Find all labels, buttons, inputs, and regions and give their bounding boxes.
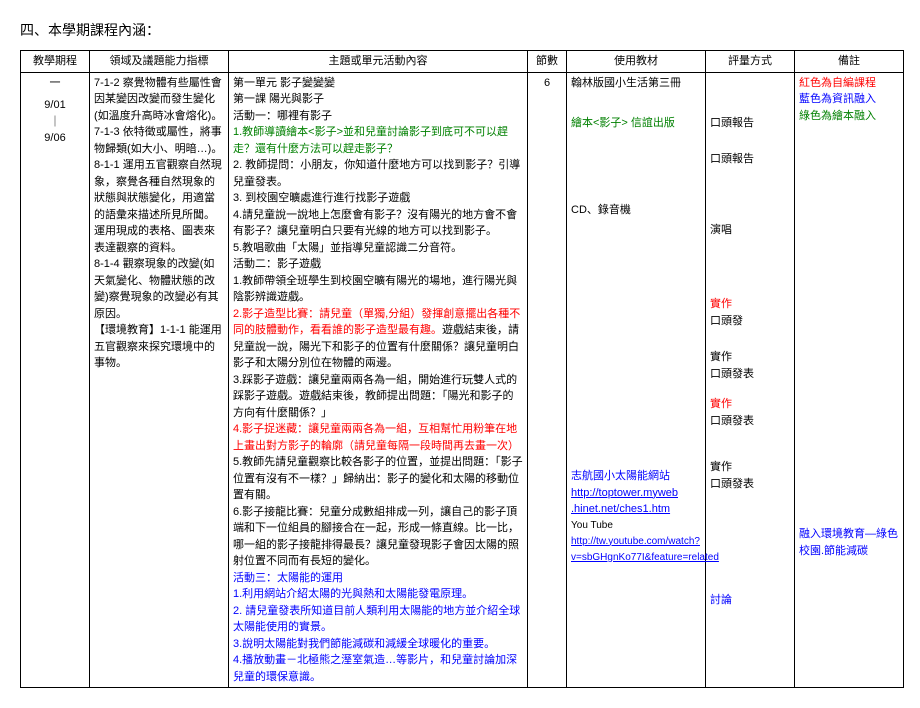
note-3: 綠色為繪本融入 — [799, 108, 899, 125]
th-sessions: 節數 — [528, 51, 567, 73]
eval-6: 實作 — [710, 349, 790, 366]
act-p7: 4.請兒童說一說地上怎麼會有影子？沒有陽光的地方會不會有影子？讓兒童明白只要有光… — [233, 207, 523, 240]
act-p3: 活動一：哪裡有影子 — [233, 108, 523, 125]
table-row: 一 9/01 ｜ 9/06 7-1-2 察覺物體有些屬性會因某變因改變而發生變化… — [21, 72, 904, 688]
eval-7: 口頭發表 — [710, 366, 790, 383]
mat-1: 翰林版國小生活第三冊 — [571, 75, 701, 92]
mat-6: You Tube — [571, 518, 701, 533]
act-p4: 1.教師導讀繪本<影子>並和兒童討論影子到底可不可以趕走？還有什麼方法可以趕走影… — [233, 124, 523, 157]
th-activity: 主題或單元活動內容 — [229, 51, 528, 73]
period-l4: 9/06 — [25, 130, 85, 147]
th-indicator: 領域及議題能力指標 — [90, 51, 229, 73]
cell-notes: 紅色為自編課程 藍色為資訊融入 綠色為繪本融入 融入環境教育—綠色校園.節能減碳 — [795, 72, 904, 688]
mat-3: CD、錄音機 — [571, 202, 701, 219]
eval-5: 口頭發 — [710, 313, 790, 330]
mat-4: 志航國小太陽能網站 — [571, 468, 701, 485]
act-p16: 活動三：太陽能的運用 — [233, 570, 523, 587]
eval-4: 實作 — [710, 296, 790, 313]
cell-sessions: 6 — [528, 72, 567, 688]
mat-2: 繪本<影子> 信誼出版 — [571, 115, 701, 132]
note-2: 藍色為資訊融入 — [799, 91, 899, 108]
eval-8: 實作 — [710, 396, 790, 413]
th-period: 教學期程 — [21, 51, 90, 73]
eval-9: 口頭發表 — [710, 413, 790, 430]
mat-link-2[interactable]: http://tw.youtube.com/watch?v=sbGHgnKo77… — [571, 536, 719, 564]
act-p5: 2. 教師提問：小朋友，你知道什麼地方可以找到影子？引導兒童發表。 — [233, 157, 523, 190]
act-p13: 4.影子捉迷藏：讓兒童兩兩各為一組，互相幫忙用粉筆在地上畫出對方影子的輪廓（請兒… — [233, 421, 523, 454]
act-p19: 3.說明太陽能對我們節能減碳和減緩全球暖化的重要。 — [233, 636, 523, 653]
indicator-5: 【環境教育】1-1-1 能運用五官觀察來探究環境中的事物。 — [94, 322, 224, 372]
mat-link-1a[interactable]: http://toptower.myweb — [571, 487, 678, 499]
cell-materials: 翰林版國小生活第三冊 繪本<影子> 信誼出版 CD、錄音機 志航國小太陽能網站 … — [567, 72, 706, 688]
act-p11-red: 2.影子造型比賽：請兒童（單獨,分組）發揮創意擺出各種不同的肢體動作，看看誰的影… — [233, 308, 520, 337]
act-p1: 第一單元 影子變變變 — [233, 75, 523, 92]
eval-2: 口頭報告 — [710, 151, 790, 168]
header-row: 教學期程 領域及議題能力指標 主題或單元活動內容 節數 使用教材 評量方式 備註 — [21, 51, 904, 73]
eval-1: 口頭報告 — [710, 115, 790, 132]
act-p12: 3.踩影子遊戲：讓兒童兩兩各為一組，開始進行玩雙人式的踩影子遊戲。遊戲結束後，教… — [233, 372, 523, 422]
act-p18: 2. 請兒童發表所知道目前人類利用太陽能的地方並介紹全球太陽能使用的實景。 — [233, 603, 523, 636]
period-l1: 一 — [25, 75, 85, 92]
indicator-3: 8-1-1 運用五官觀察自然現象，察覺各種自然現象的狀態與狀態變化，用適當的語彙… — [94, 157, 224, 256]
act-p9: 活動二：影子遊戲 — [233, 256, 523, 273]
act-p17: 1.利用網站介紹太陽的光與熱和太陽能發電原理。 — [233, 586, 523, 603]
act-p10: 1.教師帶領全班學生到校園空曠有陽光的場地，進行陽光與陰影辨識遊戲。 — [233, 273, 523, 306]
act-p20: 4.播放動畫－北極熊之溼室氣造…等影片，和兒童討論加深兒童的環保意識。 — [233, 652, 523, 685]
eval-10: 實作 — [710, 459, 790, 476]
cell-activities: 第一單元 影子變變變 第一課 陽光與影子 活動一：哪裡有影子 1.教師導讀繪本<… — [229, 72, 528, 688]
th-eval: 評量方式 — [706, 51, 795, 73]
cell-eval: 口頭報告 口頭報告 演唱 實作 口頭發 實作 口頭發表 實作 口頭發表 實作 口… — [706, 72, 795, 688]
act-p14: 5.教師先請兒童觀察比較各影子的位置，並提出問題：「影子位置有沒有不一樣？」歸納… — [233, 454, 523, 504]
mat-link-1b[interactable]: .hinet.net/ches1.htm — [571, 503, 670, 515]
th-notes: 備註 — [795, 51, 904, 73]
period-l3: ｜ — [25, 114, 85, 131]
cell-indicators: 7-1-2 察覺物體有些屬性會因某變因改變而發生變化(如溫度升高時冰會熔化)。 … — [90, 72, 229, 688]
cell-period: 一 9/01 ｜ 9/06 — [21, 72, 90, 688]
act-p2: 第一課 陽光與影子 — [233, 91, 523, 108]
act-p15: 6.影子接龍比賽：兒童分成數組排成一列，讓自己的影子頂端和下一位組員的腳接合在一… — [233, 504, 523, 570]
act-p8: 5.教唱歌曲「太陽」並指導兒童認識二分音符。 — [233, 240, 523, 257]
note-4: 融入環境教育—綠色校園.節能減碳 — [799, 526, 899, 559]
page-title: 四、本學期課程內涵： — [20, 20, 900, 40]
eval-11: 口頭發表 — [710, 476, 790, 493]
indicator-2: 7-1-3 依特徵或屬性，將事物歸類(如大小、明暗…)。 — [94, 124, 224, 157]
curriculum-table: 教學期程 領域及議題能力指標 主題或單元活動內容 節數 使用教材 評量方式 備註… — [20, 50, 904, 688]
indicator-1: 7-1-2 察覺物體有些屬性會因某變因改變而發生變化(如溫度升高時冰會熔化)。 — [94, 75, 224, 125]
indicator-4: 8-1-4 觀察現象的改變(如天氣變化、物體狀態的改變)察覺現象的改變必有其原因… — [94, 256, 224, 322]
act-p6: 3. 到校園空曠處進行進行找影子遊戲 — [233, 190, 523, 207]
th-materials: 使用教材 — [567, 51, 706, 73]
eval-12: 討論 — [710, 592, 790, 609]
period-l2: 9/01 — [25, 97, 85, 114]
eval-3: 演唱 — [710, 222, 790, 239]
note-1: 紅色為自編課程 — [799, 75, 899, 92]
act-p11: 2.影子造型比賽：請兒童（單獨,分組）發揮創意擺出各種不同的肢體動作，看看誰的影… — [233, 306, 523, 372]
